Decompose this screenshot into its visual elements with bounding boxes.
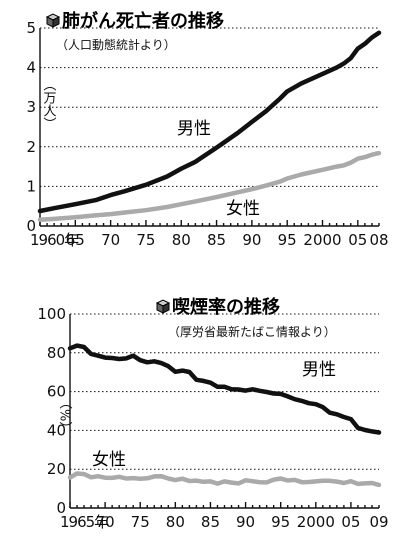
x-tick-label: 70 [96,513,115,531]
y-tick-label: 0 [56,499,66,517]
smoking-rate-chart: 喫煙率の推移 （厚労省最新たばこ情報より） （%） 0 20 40 60 80 100 1… [37,296,388,531]
x-tick-label: 2000 [297,513,335,531]
chart-source: （人口動態統計より） [56,37,176,52]
y-tick-label: 40 [47,421,66,439]
x-tick-label: 80 [166,513,185,531]
grid [40,27,379,187]
y-tick-label: 3 [26,98,36,116]
axes [69,314,380,509]
x-tick-label: 70 [101,231,120,249]
y-unit-label: （%） [57,396,73,434]
series-label-female: 女性 [92,450,126,470]
series-lines [67,343,382,488]
y-unit-label: （万人） [41,78,57,130]
x-tick-label: 75 [131,513,150,531]
chart-source: （厚労省最新たばこ情報より） [168,324,336,339]
y-tick-label: 5 [26,19,36,37]
x-tick-label: 1965年 [60,513,109,531]
x-tick-label: 05 [341,513,360,531]
y-tick-label: 100 [37,305,66,323]
series-label-male: 男性 [177,119,211,139]
y-tick-label: 20 [47,460,66,478]
axes [39,28,380,227]
y-tick-label: 0 [26,217,36,235]
series-label-female: 女性 [226,199,260,219]
x-tick-label: 85 [201,513,220,531]
x-tick-label: 80 [172,231,191,249]
cube-icon [155,299,171,314]
series-line-male [67,343,382,435]
y-tick-labels: 0 20 40 60 80 100 [37,305,66,517]
cube-icon [45,13,61,28]
x-tick-label: 65 [66,231,85,249]
x-tick-label: 95 [278,231,297,249]
x-tick-label: 05 [348,231,367,249]
x-tick-label: 90 [236,513,255,531]
y-tick-label: 80 [47,344,66,362]
y-tick-label: 1 [26,177,36,195]
x-tick-label: 75 [136,231,155,249]
series-lines [37,30,382,222]
chart-title: 喫煙率の推移 [172,296,280,318]
x-tick-label: 90 [242,231,261,249]
chart-title: 肺がん死亡者の推移 [62,10,224,32]
x-tick-label: 2000 [303,231,341,249]
x-tick-label: 1960年 [30,231,79,249]
x-tick-label: 09 [369,513,388,531]
lung-cancer-chart: 肺がん死亡者の推移 （人口動態統計より） （万人） 0 1 2 3 4 5 1960年65… [26,10,388,249]
series-line-male [37,30,382,214]
series-line-female [67,471,382,488]
y-tick-label: 4 [26,59,36,77]
grid [70,313,379,470]
series-line-female [37,150,382,222]
y-tick-labels: 0 1 2 3 4 5 [26,19,36,235]
x-tick-label: 08 [369,231,388,249]
x-tick-label: 95 [271,513,290,531]
series-label-male: 男性 [302,360,336,380]
x-tick-label: 85 [207,231,226,249]
y-tick-label: 60 [47,383,66,401]
y-tick-label: 2 [26,138,36,156]
